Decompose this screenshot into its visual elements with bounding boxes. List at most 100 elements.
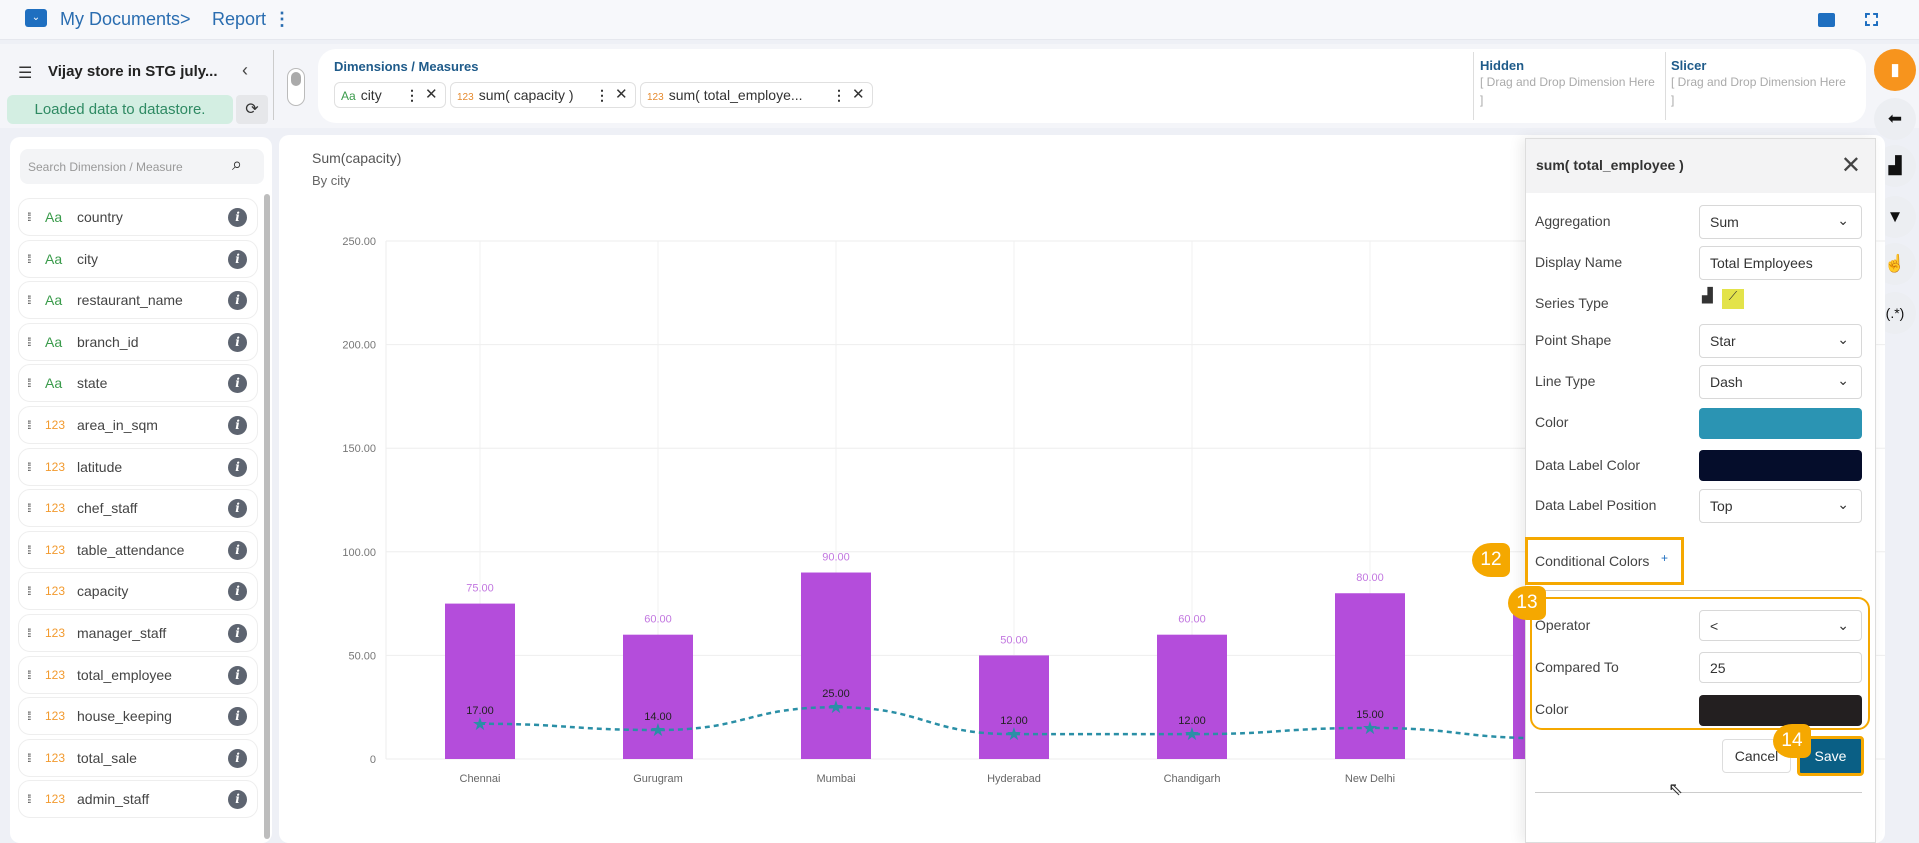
field-item[interactable]: ⁞⁞ 123 latitude i [18,447,258,486]
info-icon[interactable]: i [228,416,247,435]
refresh-icon[interactable]: ⟳ [236,95,268,124]
bar-series-icon[interactable]: ▟ [1702,287,1713,303]
data-label-color-swatch[interactable] [1699,450,1862,481]
collapse-panel-icon[interactable]: ‹ [242,60,248,80]
drag-handle-icon[interactable]: ⁞⁞ [27,501,31,516]
field-item[interactable]: ⁞⁞ Aa restaurant_name i [18,281,258,320]
breadcrumb-my-documents[interactable]: My Documents [60,9,181,29]
conditional-colors-highlight [1525,537,1684,585]
chip-menu-icon[interactable]: ⋮ [405,87,419,103]
x-tick-label: Mumbai [816,773,855,785]
field-item[interactable]: ⁞⁞ Aa state i [18,364,258,403]
chip-sum-total-employee[interactable]: 123 sum( total_employe... ⋮ ✕ [640,82,873,108]
info-icon[interactable]: i [228,332,247,352]
toggle-switch[interactable] [287,68,305,106]
field-item[interactable]: ⁞⁞ 123 manager_staff i [18,614,258,652]
back-arrow-icon[interactable]: ⬅ [1874,98,1916,140]
number-type-icon: 123 [45,792,66,807]
info-icon[interactable]: i [228,665,247,685]
report-menu-icon[interactable]: ⋮ [273,9,291,29]
drag-handle-icon[interactable]: ⁞⁞ [27,750,31,765]
search-input[interactable]: Search Dimension / Measure [20,149,264,184]
field-item[interactable]: ⁞⁞ 123 chef_staff i [18,489,258,528]
info-icon[interactable]: i [228,208,247,227]
chip-menu-icon[interactable]: ⋮ [595,87,609,103]
close-icon[interactable]: ✕ [1840,152,1861,179]
chip-menu-icon[interactable]: ⋮ [832,87,846,103]
add-conditional-color-button[interactable]: + [1661,551,1669,565]
drag-handle-icon[interactable]: ⁞⁞ [27,542,31,557]
field-item[interactable]: ⁞⁞ 123 admin_staff i [18,780,258,819]
hidden-drop-zone[interactable]: Hidden [ Drag and Drop Dimension Here ] [1480,58,1660,109]
chip-sum-capacity[interactable]: 123 sum( capacity ) ⋮ ✕ [450,82,636,108]
info-icon[interactable]: i [228,624,247,643]
drag-handle-icon[interactable]: ⁞⁞ [27,376,31,391]
info-icon[interactable]: i [228,374,247,394]
display-name-input[interactable]: Total Employees [1699,246,1862,280]
divider [1535,590,1862,591]
info-icon[interactable]: i [228,499,247,519]
info-icon[interactable]: i [228,582,247,602]
info-icon[interactable]: i [228,249,247,269]
info-icon[interactable]: i [228,790,247,810]
drag-handle-icon[interactable]: ⁞⁞ [27,251,31,266]
aggregation-select[interactable]: Sum ⌄ [1699,205,1862,239]
search-icon[interactable]: ⌕ [232,154,243,174]
drag-handle-icon[interactable]: ⁞⁞ [27,626,31,640]
field-item[interactable]: ⁞⁞ Aa branch_id i [18,322,258,361]
info-icon[interactable]: i [228,707,247,727]
field-item[interactable]: ⁞⁞ 123 table_attendance i [18,530,258,569]
drag-handle-icon[interactable]: ⁞⁞ [27,334,31,349]
info-icon[interactable]: i [228,540,247,560]
drag-handle-icon[interactable]: ⁞⁞ [27,709,31,724]
line-series-icon[interactable]: ⟋ [1722,289,1744,309]
line-type-select[interactable]: Dash ⌄ [1699,365,1862,399]
field-name: manager_staff [77,625,167,641]
divider [1535,792,1862,793]
drag-handle-icon[interactable]: ⁞⁞ [27,418,31,432]
field-item[interactable]: ⁞⁞ 123 house_keeping i [18,697,258,736]
chip-city[interactable]: Aa city ⋮ ✕ [334,82,446,108]
field-item[interactable]: ⁞⁞ Aa country i [18,198,258,236]
line-data-label: 25.00 [822,688,850,700]
data-label-position-select[interactable]: Top ⌄ [1699,489,1862,523]
dimensions-title: Dimensions / Measures [334,59,479,74]
drag-handle-icon[interactable]: ⁞⁞ [27,667,31,682]
info-icon[interactable]: i [228,457,247,477]
field-item[interactable]: ⁞⁞ 123 capacity i [18,572,258,611]
x-tick-label: Chennai [460,773,501,785]
number-type-icon: 123 [45,750,66,765]
info-icon[interactable]: i [228,748,247,768]
compared-to-input[interactable]: 25 [1699,652,1862,683]
field-item[interactable]: ⁞⁞ 123 area_in_sqm i [18,406,258,444]
point-shape-select[interactable]: Star ⌄ [1699,324,1862,358]
scrollbar[interactable] [264,194,270,839]
comment-icon[interactable] [1818,13,1835,27]
field-item[interactable]: ⁞⁞ 123 total_employee i [18,655,258,694]
field-item[interactable]: ⁞⁞ Aa city i [18,239,258,278]
breadcrumb-report[interactable]: Report [212,9,267,29]
remove-chip-icon[interactable]: ✕ [425,86,438,103]
bar [445,603,515,759]
properties-icon[interactable]: ▮ [1874,49,1916,91]
drag-handle-icon[interactable]: ⁞⁞ [27,210,31,224]
drag-handle-icon[interactable]: ⁞⁞ [27,584,31,599]
remove-chip-icon[interactable]: ✕ [615,86,628,103]
operator-select[interactable]: < ⌄ [1699,610,1862,641]
remove-chip-icon[interactable]: ✕ [852,86,865,103]
drag-handle-icon[interactable]: ⁞⁞ [27,459,31,474]
conditional-color-swatch[interactable] [1699,695,1862,726]
drag-handle-icon[interactable]: ⁞⁞ [27,293,31,308]
field-name: chef_staff [77,500,138,517]
fullscreen-icon[interactable] [1865,13,1878,26]
field-name: city [77,250,98,267]
field-name: table_attendance [77,541,185,558]
folder-icon: ⌄ [25,9,47,27]
info-icon[interactable]: i [228,291,247,311]
slicer-drop-zone[interactable]: Slicer [ Drag and Drop Dimension Here ] [1671,58,1851,109]
star-point: ★ [828,697,844,717]
color-swatch[interactable] [1699,408,1862,439]
drag-handle-icon[interactable]: ⁞⁞ [27,792,31,807]
field-item[interactable]: ⁞⁞ 123 total_sale i [18,738,258,777]
conditional-color-label: Color [1535,701,1569,717]
